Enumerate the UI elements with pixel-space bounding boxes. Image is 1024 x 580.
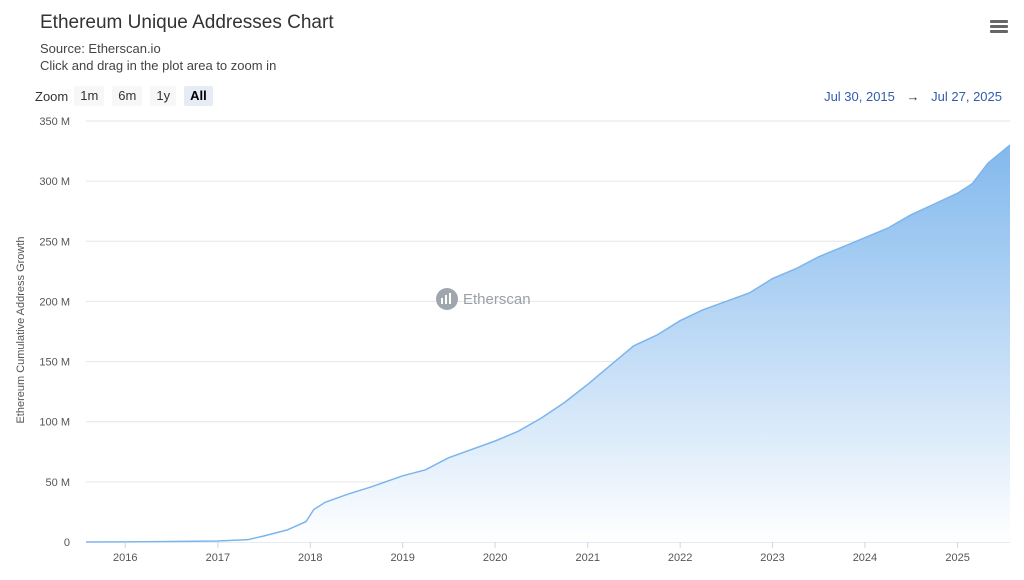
chart-source: Source: Etherscan.io — [40, 41, 161, 56]
x-tick-label: 2016 — [113, 552, 137, 564]
y-axis-title: Ethereum Cumulative Address Growth — [15, 236, 27, 423]
y-tick-label: 0 — [64, 537, 70, 549]
date-range: Jul 30, 2015 → Jul 27, 2025 — [824, 89, 1002, 104]
zoom-1m-button[interactable]: 1m — [74, 86, 105, 106]
x-tick-label: 2022 — [668, 552, 692, 564]
zoom-controls: Zoom 1m 6m 1y All — [35, 86, 221, 106]
x-tick-label: 2021 — [576, 552, 600, 564]
y-tick-label: 350 M — [39, 116, 70, 128]
chart-hint: Click and drag in the plot area to zoom … — [40, 58, 277, 73]
x-tick-label: 2024 — [853, 552, 877, 564]
x-tick-label: 2023 — [760, 552, 784, 564]
hamburger-menu-icon[interactable] — [990, 20, 1008, 34]
x-tick-label: 2017 — [206, 552, 230, 564]
zoom-label: Zoom — [35, 88, 69, 104]
x-tick-label: 2018 — [298, 552, 322, 564]
zoom-1y-button[interactable]: 1y — [150, 86, 177, 106]
y-tick-label: 100 M — [39, 417, 70, 429]
etherscan-watermark: Etherscan — [436, 288, 531, 310]
range-to[interactable]: Jul 27, 2025 — [931, 89, 1002, 104]
zoom-6m-button[interactable]: 6m — [112, 86, 143, 106]
chart-title: Ethereum Unique Addresses Chart — [40, 12, 334, 33]
y-tick-label: 300 M — [39, 176, 70, 188]
y-tick-label: 250 M — [39, 236, 70, 248]
zoom-all-button[interactable]: All — [184, 86, 213, 106]
x-tick-label: 2020 — [483, 552, 507, 564]
series-line — [85, 144, 1011, 543]
watermark-text: Etherscan — [463, 291, 531, 308]
range-from[interactable]: Jul 30, 2015 — [824, 89, 895, 104]
y-tick-label: 200 M — [39, 296, 70, 308]
range-arrow-icon: → — [906, 89, 920, 104]
area-fill — [86, 145, 1010, 542]
y-tick-label: 150 M — [39, 357, 70, 369]
y-tick-label: 50 M — [46, 477, 70, 489]
x-tick-label: 2019 — [390, 552, 414, 564]
x-tick-label: 2025 — [945, 552, 969, 564]
